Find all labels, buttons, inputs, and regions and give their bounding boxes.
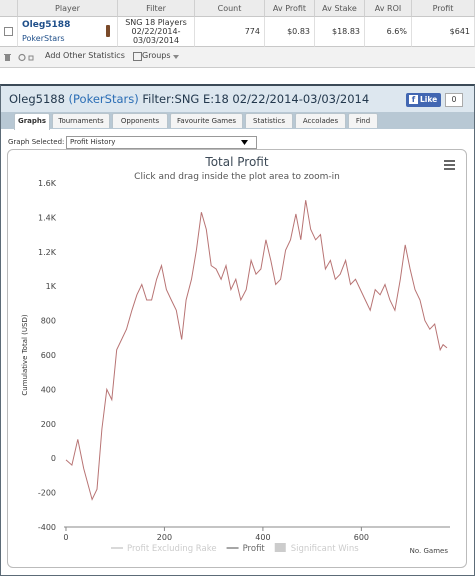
row-select — [0, 17, 18, 47]
checkbox[interactable] — [4, 27, 13, 36]
title-player: Oleg5188 — [9, 92, 65, 106]
header-cell: Player — [18, 0, 118, 17]
toolbar-icons[interactable] — [4, 53, 34, 62]
profit-cell: $641 — [412, 17, 475, 47]
x-tick-label: 600 — [354, 533, 369, 542]
groups-arrow — [173, 55, 179, 59]
like-text: Like — [420, 95, 438, 104]
x-tick-label: 400 — [255, 533, 270, 542]
graph-select-value: Profit History — [70, 138, 116, 146]
y-tick-label: 1.6K — [38, 179, 57, 188]
chart: Total Profit Click and drag inside the p… — [21, 155, 455, 555]
chart-frame — [7, 149, 467, 568]
x-axis-label: No. Games — [410, 547, 449, 555]
y-tick-label: 400 — [41, 385, 56, 394]
header-cell: Filter — [118, 0, 195, 17]
fb-icon: f — [409, 95, 418, 104]
panel — [0, 84, 475, 576]
header-cell: Profit — [412, 0, 475, 17]
header-cell — [0, 0, 18, 17]
player-cell: Oleg5188 PokerStars — [18, 17, 118, 47]
legend-item[interactable]: Profit Excluding Rake — [127, 544, 217, 554]
y-tick-label: 1K — [46, 282, 57, 291]
x-tick-label: 200 — [157, 533, 172, 542]
av-profit-cell: $0.83 — [265, 17, 315, 47]
tab[interactable]: Opponents — [112, 113, 168, 128]
legend-item[interactable]: Profit — [243, 544, 266, 554]
y-tick-label: 200 — [41, 420, 56, 429]
y-tick-label: -200 — [38, 489, 56, 498]
like-button[interactable]: f Like — [406, 93, 441, 107]
player-icon — [106, 25, 110, 37]
av-roi-cell: 6.6% — [365, 17, 412, 47]
y-tick-label: 1.2K — [38, 248, 57, 257]
y-tick-label: 800 — [41, 317, 56, 326]
title-filter: Filter:SNG E:18 02/22/2014-03/03/2014 — [142, 92, 370, 106]
panel-title: Oleg5188 (PokerStars) Filter:SNG E:18 02… — [9, 92, 369, 106]
panel-title-bar: Oleg5188 (PokerStars) Filter:SNG E:18 02… — [1, 86, 474, 112]
header-cell: Av ROI — [365, 0, 412, 17]
legend-symbol — [274, 543, 286, 552]
count-cell: 774 — [195, 17, 265, 47]
header-cell: Av Profit — [265, 0, 315, 17]
tab[interactable]: Accolades — [295, 113, 346, 128]
graph-label: Graph Selected: — [8, 138, 65, 146]
tab[interactable]: Statistics — [245, 113, 293, 128]
menu-icon[interactable] — [444, 160, 455, 170]
y-axis-label: Cumulative Total (USD) — [21, 314, 29, 395]
header-cell: Count — [195, 0, 265, 17]
title-site[interactable]: (PokerStars) — [68, 92, 139, 106]
y-tick-label: -400 — [38, 523, 56, 532]
profit-line — [65, 200, 448, 501]
like-count: 0 — [445, 93, 463, 107]
legend-item[interactable]: Significant Wins — [291, 544, 360, 554]
legend: Profit Excluding Rake Profit Significant W… — [111, 543, 359, 554]
tab[interactable]: Graphs — [14, 113, 50, 130]
chart-title: Total Profit — [204, 155, 268, 169]
select-arrow — [241, 140, 248, 145]
chart-subtitle: Click and drag inside the plot area to z… — [134, 172, 340, 182]
header-cell: Av Stake — [315, 0, 365, 17]
groups-button[interactable]: Groups — [142, 51, 171, 60]
y-tick-label: 600 — [41, 351, 56, 360]
tab[interactable]: Favourite Games — [170, 113, 243, 128]
tab[interactable]: Find — [348, 113, 378, 128]
filter-cell: SNG 18 Players 02/22/2014-03/03/2014 — [118, 17, 195, 47]
x-tick-label: 0 — [63, 533, 68, 542]
y-tick-label: 0 — [51, 454, 56, 463]
toolbar: Add Other Statistics Groups — [0, 47, 475, 68]
player-link[interactable]: Oleg5188 — [22, 20, 71, 30]
tab[interactable]: Tournaments — [52, 113, 110, 128]
y-tick-label: 1.4K — [38, 213, 57, 222]
add-stats-button[interactable]: Add Other Statistics — [45, 51, 125, 60]
groups-icon — [133, 52, 142, 61]
graph-select[interactable]: Profit History — [66, 136, 257, 149]
site-link[interactable]: PokerStars — [22, 34, 65, 43]
av-stake-cell: $18.83 — [315, 17, 365, 47]
